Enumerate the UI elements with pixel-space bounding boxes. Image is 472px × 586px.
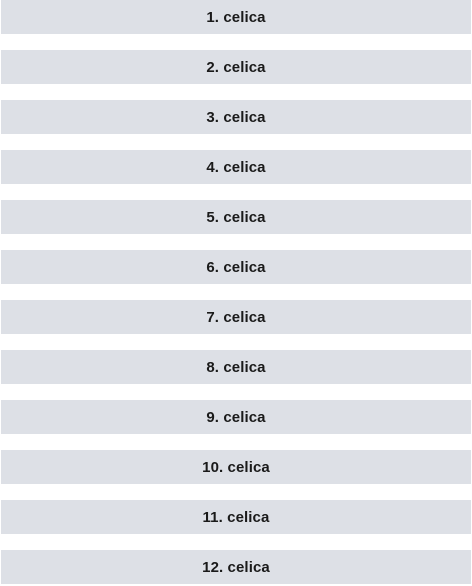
cell-label: 2. celica [206,58,266,76]
cell-label: 5. celica [206,208,266,226]
cell-label: 7. celica [206,308,266,326]
cell-label: 1. celica [206,8,266,26]
cell-label: 11. celica [202,508,270,526]
cell-label: 10. celica [202,458,270,476]
cell-1: 1. celica [1,0,471,34]
cell-12: 12. celica [1,550,471,584]
cell-label: 4. celica [206,158,266,176]
cell-4: 4. celica [1,150,471,184]
cell-6: 6. celica [1,250,471,284]
cell-label: 3. celica [206,108,266,126]
cell-8: 8. celica [1,350,471,384]
cell-11: 11. celica [1,500,471,534]
cell-9: 9. celica [1,400,471,434]
cell-2: 2. celica [1,50,471,84]
cell-label: 6. celica [206,258,266,276]
cell-3: 3. celica [1,100,471,134]
cell-10: 10. celica [1,450,471,484]
cell-7: 7. celica [1,300,471,334]
cell-label: 9. celica [206,408,266,426]
cell-label: 8. celica [206,358,266,376]
cell-label: 12. celica [202,558,270,576]
cell-5: 5. celica [1,200,471,234]
